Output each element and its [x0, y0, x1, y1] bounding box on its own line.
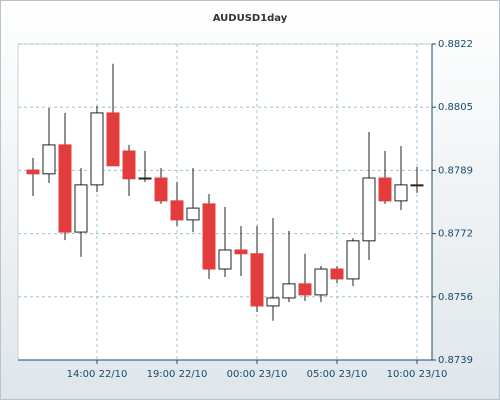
- candle-body: [26, 169, 40, 175]
- candle-body: [138, 177, 152, 180]
- candle-body: [298, 283, 312, 296]
- candle-body: [378, 177, 392, 202]
- x-tick-label: 14:00 22/10: [67, 369, 128, 380]
- candle-body: [106, 112, 120, 167]
- x-tick-label: 19:00 22/10: [147, 369, 208, 380]
- candle-body: [346, 240, 360, 280]
- candle-body: [394, 184, 408, 202]
- candle-body: [250, 253, 264, 307]
- candle-body: [74, 184, 88, 233]
- candle-body: [42, 144, 56, 175]
- y-tick-label: 0.8789: [438, 165, 473, 176]
- y-tick-label: 0.8756: [438, 292, 473, 303]
- y-tick-label: 0.8805: [438, 102, 473, 113]
- candle-body: [410, 184, 424, 187]
- y-tick-label: 0.8772: [438, 229, 473, 240]
- candle-body: [186, 207, 200, 221]
- candle-body: [266, 297, 280, 307]
- y-tick-label: 0.8739: [438, 355, 473, 366]
- chart-title: AUDUSD1day: [213, 13, 288, 24]
- candle-body: [330, 268, 344, 280]
- x-tick-label: 05:00 23/10: [307, 369, 368, 380]
- x-tick-label: 10:00 23/10: [387, 369, 448, 380]
- candle-body: [362, 177, 376, 242]
- candle-body: [90, 112, 104, 186]
- candle-body: [282, 283, 296, 299]
- y-tick-label: 0.8822: [438, 39, 473, 50]
- candle-body: [202, 203, 216, 270]
- candle-body: [218, 249, 232, 270]
- x-tick-label: 00:00 23/10: [227, 369, 288, 380]
- candle-body: [170, 200, 184, 221]
- candle-body: [58, 144, 72, 233]
- candle-body: [314, 268, 328, 296]
- candle-body: [154, 177, 168, 202]
- candle-body: [122, 150, 136, 180]
- candle-body: [234, 249, 248, 255]
